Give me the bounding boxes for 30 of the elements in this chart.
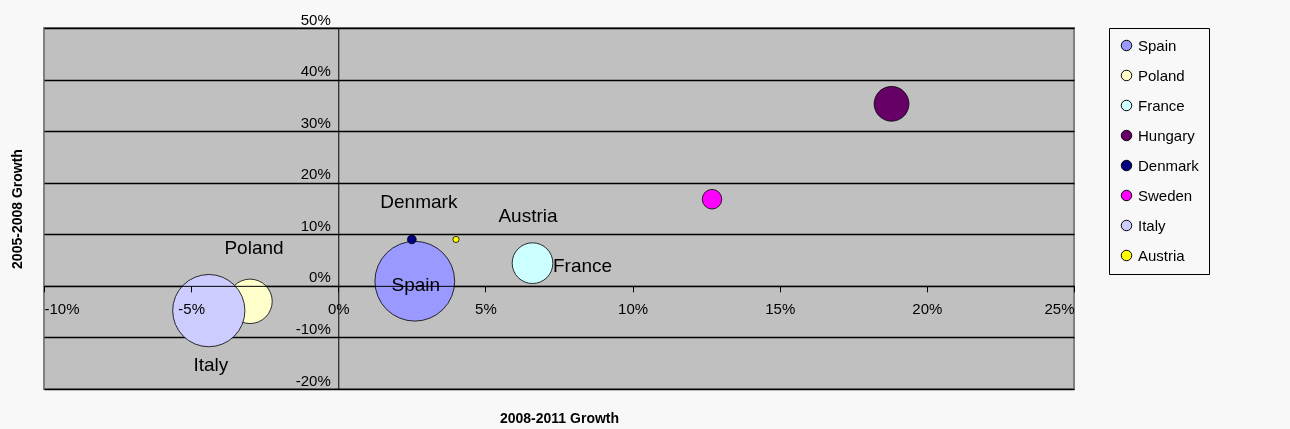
y-tick-label: -10%	[295, 319, 331, 337]
y-axis-title: 2005-2008 Growth	[8, 149, 25, 269]
x-tick-label: -5%	[178, 300, 205, 318]
legend-label: Spain	[1138, 36, 1177, 54]
legend-label: Hungary	[1138, 126, 1196, 144]
annotation: Austria	[498, 205, 558, 227]
annotation: France	[552, 255, 613, 277]
y-tick-label: -20%	[295, 371, 331, 389]
x-tick-label: 25%	[1044, 300, 1075, 318]
y-tick-label: 40%	[300, 62, 331, 80]
y-tick-label: 50%	[300, 10, 331, 28]
x-tick-label: 10%	[618, 300, 649, 318]
legend-label: Denmark	[1138, 156, 1200, 174]
x-axis-title: 2008-2011 Growth	[499, 409, 620, 426]
legend-label: Italy	[1138, 216, 1167, 234]
y-tick-label: 10%	[300, 216, 331, 234]
x-tick-label: 15%	[765, 300, 796, 318]
legend-label: Austria	[1138, 246, 1186, 264]
y-tick-label: 20%	[300, 165, 331, 183]
y-tick-label: 0%	[309, 268, 331, 286]
annotation: Italy	[193, 353, 229, 375]
annotation: Poland	[224, 237, 284, 259]
y-tick-label: 30%	[300, 113, 331, 131]
legend-label: Sweden	[1138, 186, 1193, 204]
legend-label: Poland	[1138, 66, 1185, 84]
x-tick-label: -10%	[44, 300, 80, 318]
x-tick-label: 20%	[912, 300, 943, 318]
legend-label: France	[1138, 96, 1185, 114]
x-tick-label: 5%	[475, 300, 497, 318]
annotation: Denmark	[380, 191, 458, 213]
